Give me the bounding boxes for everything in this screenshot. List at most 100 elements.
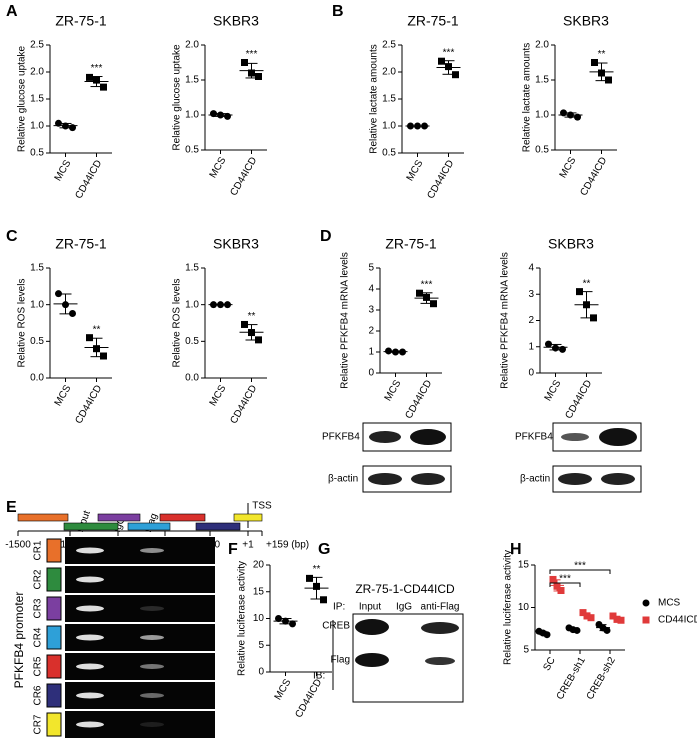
x-tick-label: MCS [558,155,579,180]
data-point [587,614,595,622]
significance: ** [598,49,606,60]
region-label: CR4 [33,627,44,647]
promoter-region [233,513,263,522]
y-tick-label: 0.5 [185,145,199,156]
y-tick-label: 1.0 [535,110,549,121]
y-tick-label: 3 [368,305,374,316]
y-tick-label: 1.5 [535,75,549,86]
x-tick-label: CD44ICD [425,158,456,201]
data-point [549,575,557,583]
y-tick-label: 0.5 [185,336,199,347]
chip-title: PFKFB4 promoter [12,592,26,689]
promoter-tick-label: +159 (bp) [266,540,309,551]
y-axis-label: Relative lactate amounts [369,44,380,154]
y-tick-label: 5 [523,645,529,656]
promoter-tick-label: +1 [242,540,254,551]
chart-title: ZR-75-1 [55,13,107,29]
y-tick-label: 1.5 [185,75,199,86]
region-label: CR1 [33,540,44,560]
y-tick-label: 15 [518,560,530,571]
y-axis-label: Relative lactate amounts [522,43,533,153]
gel-band [76,692,104,699]
x-tick-label: CD44ICD [228,155,259,198]
x-tick-label: CREB-sh2 [585,655,618,702]
y-tick-label: 1.5 [185,263,199,274]
data-point [605,76,612,84]
tss-label: TSS [252,501,272,512]
y-tick-label: 0 [258,667,264,678]
data-point [255,336,262,344]
y-tick-label: 10 [518,602,530,613]
blot-label: PFKFB4 [515,432,553,443]
x-tick-label: CD44ICD [578,155,609,198]
data-point [289,620,296,628]
coip-column: Input [359,602,381,613]
promoter-region [63,522,119,531]
data-point [642,599,650,607]
significance: ** [313,564,321,575]
data-point [642,616,650,624]
y-axis-label: Relative PFKFB4 mRNA levels [340,252,351,389]
significance: ** [93,324,101,335]
y-tick-label: 5 [368,263,374,274]
significance: ** [248,311,256,322]
significance: *** [421,279,433,290]
x-tick-label: CD44ICD [73,158,104,201]
coip-blot [352,613,464,703]
legend-label: CD44ICD [658,615,697,626]
y-tick-label: 2.0 [382,67,396,78]
gel-band [140,548,164,553]
y-tick-label: 0.0 [185,373,199,384]
coip-ib: IB: [313,671,325,682]
x-tick-label: MCS [53,158,74,183]
significance: *** [443,47,455,58]
promoter-region [97,513,141,522]
significance: *** [246,49,258,60]
significance-bracket [549,582,581,587]
x-tick-label: CD44ICD [403,378,434,421]
x-tick-label: CD44ICD [563,378,594,421]
x-tick-label: CD44ICD [293,677,324,720]
data-point [603,626,611,634]
x-tick-label: CD44ICD [73,383,104,426]
gel-band [76,721,104,728]
data-point [241,320,248,328]
promoter-region [127,522,171,531]
region-label: CR2 [33,569,44,589]
data-point [86,334,93,342]
y-tick-label: 2.0 [30,67,44,78]
promoter-region [17,513,69,522]
coip-column: IgG [396,602,412,613]
chart-title: ZR-75-1 [385,236,437,252]
y-tick-label: 15 [253,586,265,597]
y-tick-label: 20 [253,560,265,571]
data-point [617,616,625,624]
y-tick-label: 2.5 [30,40,44,51]
y-tick-label: 3 [528,289,534,300]
data-point [590,314,597,322]
y-tick-label: 0.5 [30,148,44,159]
coip-ip: IP: [333,602,345,613]
panel-label: C [6,228,18,245]
gel-band [140,664,164,669]
y-axis-label: Relative PFKFB4 mRNA levels [500,252,511,389]
promoter-tick-label: -1500 [5,540,31,551]
region-swatch [46,596,62,621]
data-point [100,352,107,360]
data-point [416,289,423,297]
y-tick-label: 1.0 [30,299,44,310]
region-label: CR5 [33,656,44,676]
y-axis-label: Relative luciferase activity [503,550,514,665]
data-point [55,119,62,127]
y-tick-label: 2.5 [382,40,396,51]
y-tick-label: 0.5 [382,148,396,159]
y-tick-label: 0 [528,368,534,379]
y-tick-label: 2 [528,315,534,326]
x-tick-label: MCS [273,677,294,702]
gel-band [76,605,104,612]
gel-band [140,606,164,611]
data-point [306,574,313,582]
x-tick-label: MCS [405,158,426,183]
data-point [320,596,327,604]
blot-label: β-actin [520,474,550,485]
